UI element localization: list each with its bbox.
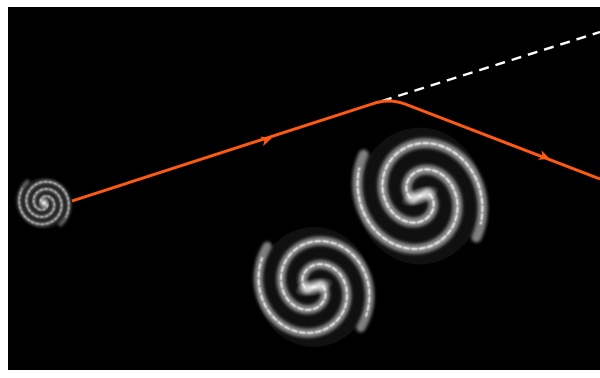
galaxy-arm-detail: [280, 239, 371, 317]
lens-galaxy-lower: [253, 227, 375, 347]
ray-arrowhead-2: [537, 150, 550, 160]
frame-left: [0, 0, 8, 378]
lens-galaxy-upper: [352, 127, 488, 265]
galaxy-core: [294, 276, 334, 298]
galaxy-core: [38, 197, 50, 209]
undeflected-direction-dashed: [381, 30, 600, 103]
source-galaxy: [17, 177, 71, 229]
galaxy-arm-detail: [381, 141, 484, 225]
frame-bottom: [0, 370, 600, 378]
galaxy-core: [400, 185, 440, 207]
frame-top: [0, 0, 600, 7]
galaxy-arm-detail: [257, 257, 348, 335]
light-ray: [71, 99, 600, 203]
galaxy-arm-detail: [356, 167, 459, 251]
galaxy-arm-detail: [25, 181, 70, 218]
ray-arrowhead-1: [259, 136, 272, 147]
galaxy-arm-detail: [18, 188, 63, 225]
